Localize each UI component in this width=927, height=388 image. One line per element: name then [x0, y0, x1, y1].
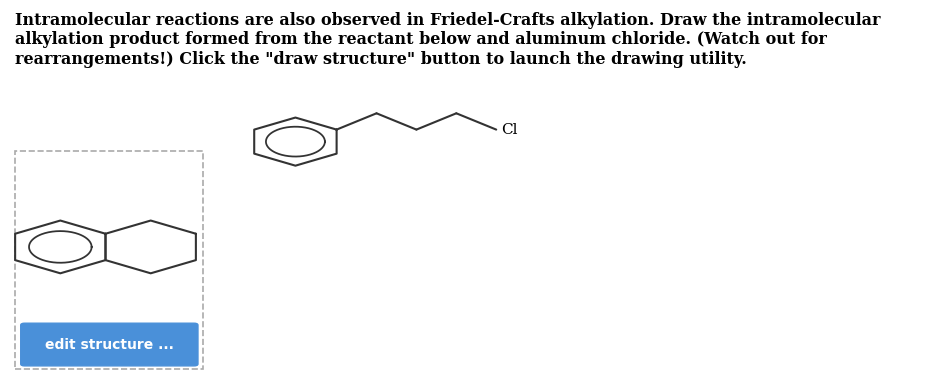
FancyBboxPatch shape	[20, 323, 197, 366]
Text: edit structure ...: edit structure ...	[44, 338, 173, 352]
Text: Cl: Cl	[502, 123, 517, 137]
Text: Intramolecular reactions are also observed in Friedel-Crafts alkylation. Draw th: Intramolecular reactions are also observ…	[16, 12, 880, 68]
